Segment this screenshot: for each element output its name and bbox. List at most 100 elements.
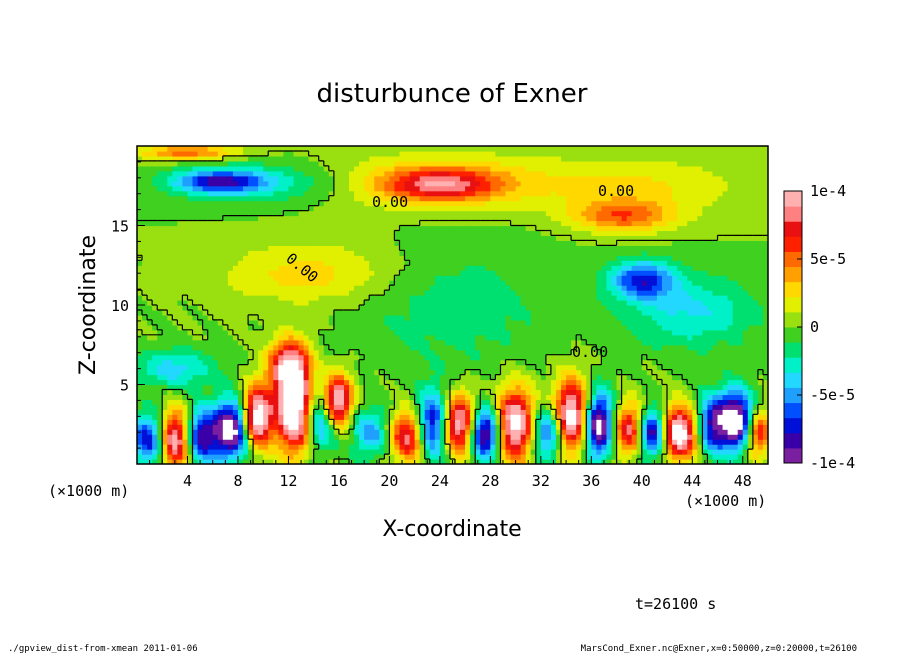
heatmap-cell	[293, 369, 300, 376]
heatmap-cell	[152, 295, 158, 301]
heatmap-cell	[379, 205, 385, 212]
heatmap-cell	[439, 235, 446, 242]
heatmap-cell	[313, 424, 320, 430]
heatmap-cell	[197, 369, 204, 376]
heatmap-cell	[293, 339, 300, 346]
heatmap-cell	[187, 329, 194, 336]
heatmap-cell	[172, 280, 178, 286]
heatmap-cell	[273, 165, 279, 172]
heatmap-cell	[525, 195, 532, 202]
heatmap-cell	[152, 374, 158, 381]
heatmap-cell	[308, 225, 315, 232]
heatmap-cell	[318, 290, 325, 296]
heatmap-cell	[278, 384, 284, 391]
heatmap-cell	[399, 394, 406, 401]
heatmap-cell	[293, 230, 300, 237]
heatmap-cell	[349, 454, 355, 460]
heatmap-cell	[343, 210, 350, 217]
heatmap-cell	[394, 235, 401, 242]
heatmap-cell	[384, 459, 390, 464]
heatmap-cell	[369, 195, 375, 202]
heatmap-cell	[495, 324, 502, 331]
heatmap-cell	[429, 245, 436, 251]
heatmap-cell	[429, 334, 436, 341]
heatmap-cell	[217, 190, 224, 197]
heatmap-cell	[217, 369, 224, 376]
heatmap-cell	[455, 419, 461, 425]
heatmap-cell	[222, 379, 229, 386]
heatmap-cell	[283, 270, 290, 276]
heatmap-cell	[323, 379, 330, 386]
heatmap-cell	[212, 285, 219, 291]
heatmap-cell	[288, 319, 295, 326]
heatmap-cell	[500, 190, 507, 197]
heatmap-cell	[530, 454, 537, 460]
heatmap-cell	[147, 180, 153, 187]
heatmap-cell	[253, 409, 259, 415]
heatmap-cell	[253, 235, 259, 242]
heatmap-cell	[424, 349, 431, 356]
heatmap-cell	[349, 265, 355, 271]
heatmap-cell	[515, 190, 522, 197]
heatmap-cell	[323, 200, 330, 207]
heatmap-cell	[389, 394, 396, 401]
heatmap-cell	[313, 339, 320, 346]
heatmap-cell	[399, 389, 406, 396]
heatmap-cell	[182, 404, 189, 410]
heatmap-cell	[490, 404, 497, 410]
heatmap-cell	[182, 260, 189, 266]
heatmap-cell	[485, 185, 491, 192]
heatmap-cell	[253, 270, 259, 276]
heatmap-cell	[177, 379, 184, 386]
heatmap-cell	[364, 180, 370, 187]
heatmap-cell	[243, 295, 249, 301]
heatmap-cell	[485, 210, 491, 217]
heatmap-cell	[293, 404, 300, 410]
heatmap-cell	[162, 404, 168, 410]
heatmap-cell	[343, 150, 350, 157]
heatmap-cell	[354, 399, 360, 405]
heatmap-cell	[333, 384, 340, 391]
heatmap-cell	[237, 404, 244, 410]
heatmap-cell	[384, 309, 390, 316]
heatmap-cell	[283, 280, 290, 286]
heatmap-cell	[399, 250, 406, 256]
heatmap-cell	[187, 215, 194, 222]
heatmap-cell	[162, 389, 168, 396]
heatmap-cell	[152, 314, 158, 321]
heatmap-cell	[460, 170, 466, 177]
heatmap-cell	[515, 250, 522, 256]
heatmap-cell	[187, 354, 194, 361]
heatmap-cell	[465, 369, 471, 376]
heatmap-cell	[293, 295, 300, 301]
heatmap-cell	[429, 354, 436, 361]
heatmap-cell	[147, 170, 153, 177]
heatmap-cell	[237, 255, 244, 261]
heatmap-cell	[167, 300, 173, 306]
heatmap-cell	[444, 220, 451, 227]
heatmap-cell	[515, 334, 522, 341]
heatmap-cell	[243, 195, 249, 202]
heatmap-cell	[162, 454, 168, 460]
heatmap-cell	[202, 359, 209, 366]
heatmap-cell	[510, 459, 517, 464]
heatmap-cell	[394, 230, 401, 237]
heatmap-cell	[187, 205, 194, 212]
heatmap-cell	[187, 374, 194, 381]
heatmap-cell	[444, 339, 451, 346]
heatmap-cell	[333, 314, 340, 321]
heatmap-cell	[253, 185, 259, 192]
heatmap-cell	[222, 399, 229, 405]
heatmap-cell	[298, 414, 305, 420]
heatmap-cell	[505, 225, 512, 232]
heatmap-cell	[152, 270, 158, 276]
heatmap-cell	[333, 270, 340, 276]
heatmap-cell	[500, 160, 507, 167]
heatmap-cell	[333, 344, 340, 351]
heatmap-cell	[323, 314, 330, 321]
heatmap-cell	[394, 275, 401, 281]
heatmap-cell	[444, 300, 451, 306]
heatmap-cell	[142, 146, 148, 152]
heatmap-cell	[495, 449, 502, 455]
heatmap-cell	[162, 364, 168, 371]
